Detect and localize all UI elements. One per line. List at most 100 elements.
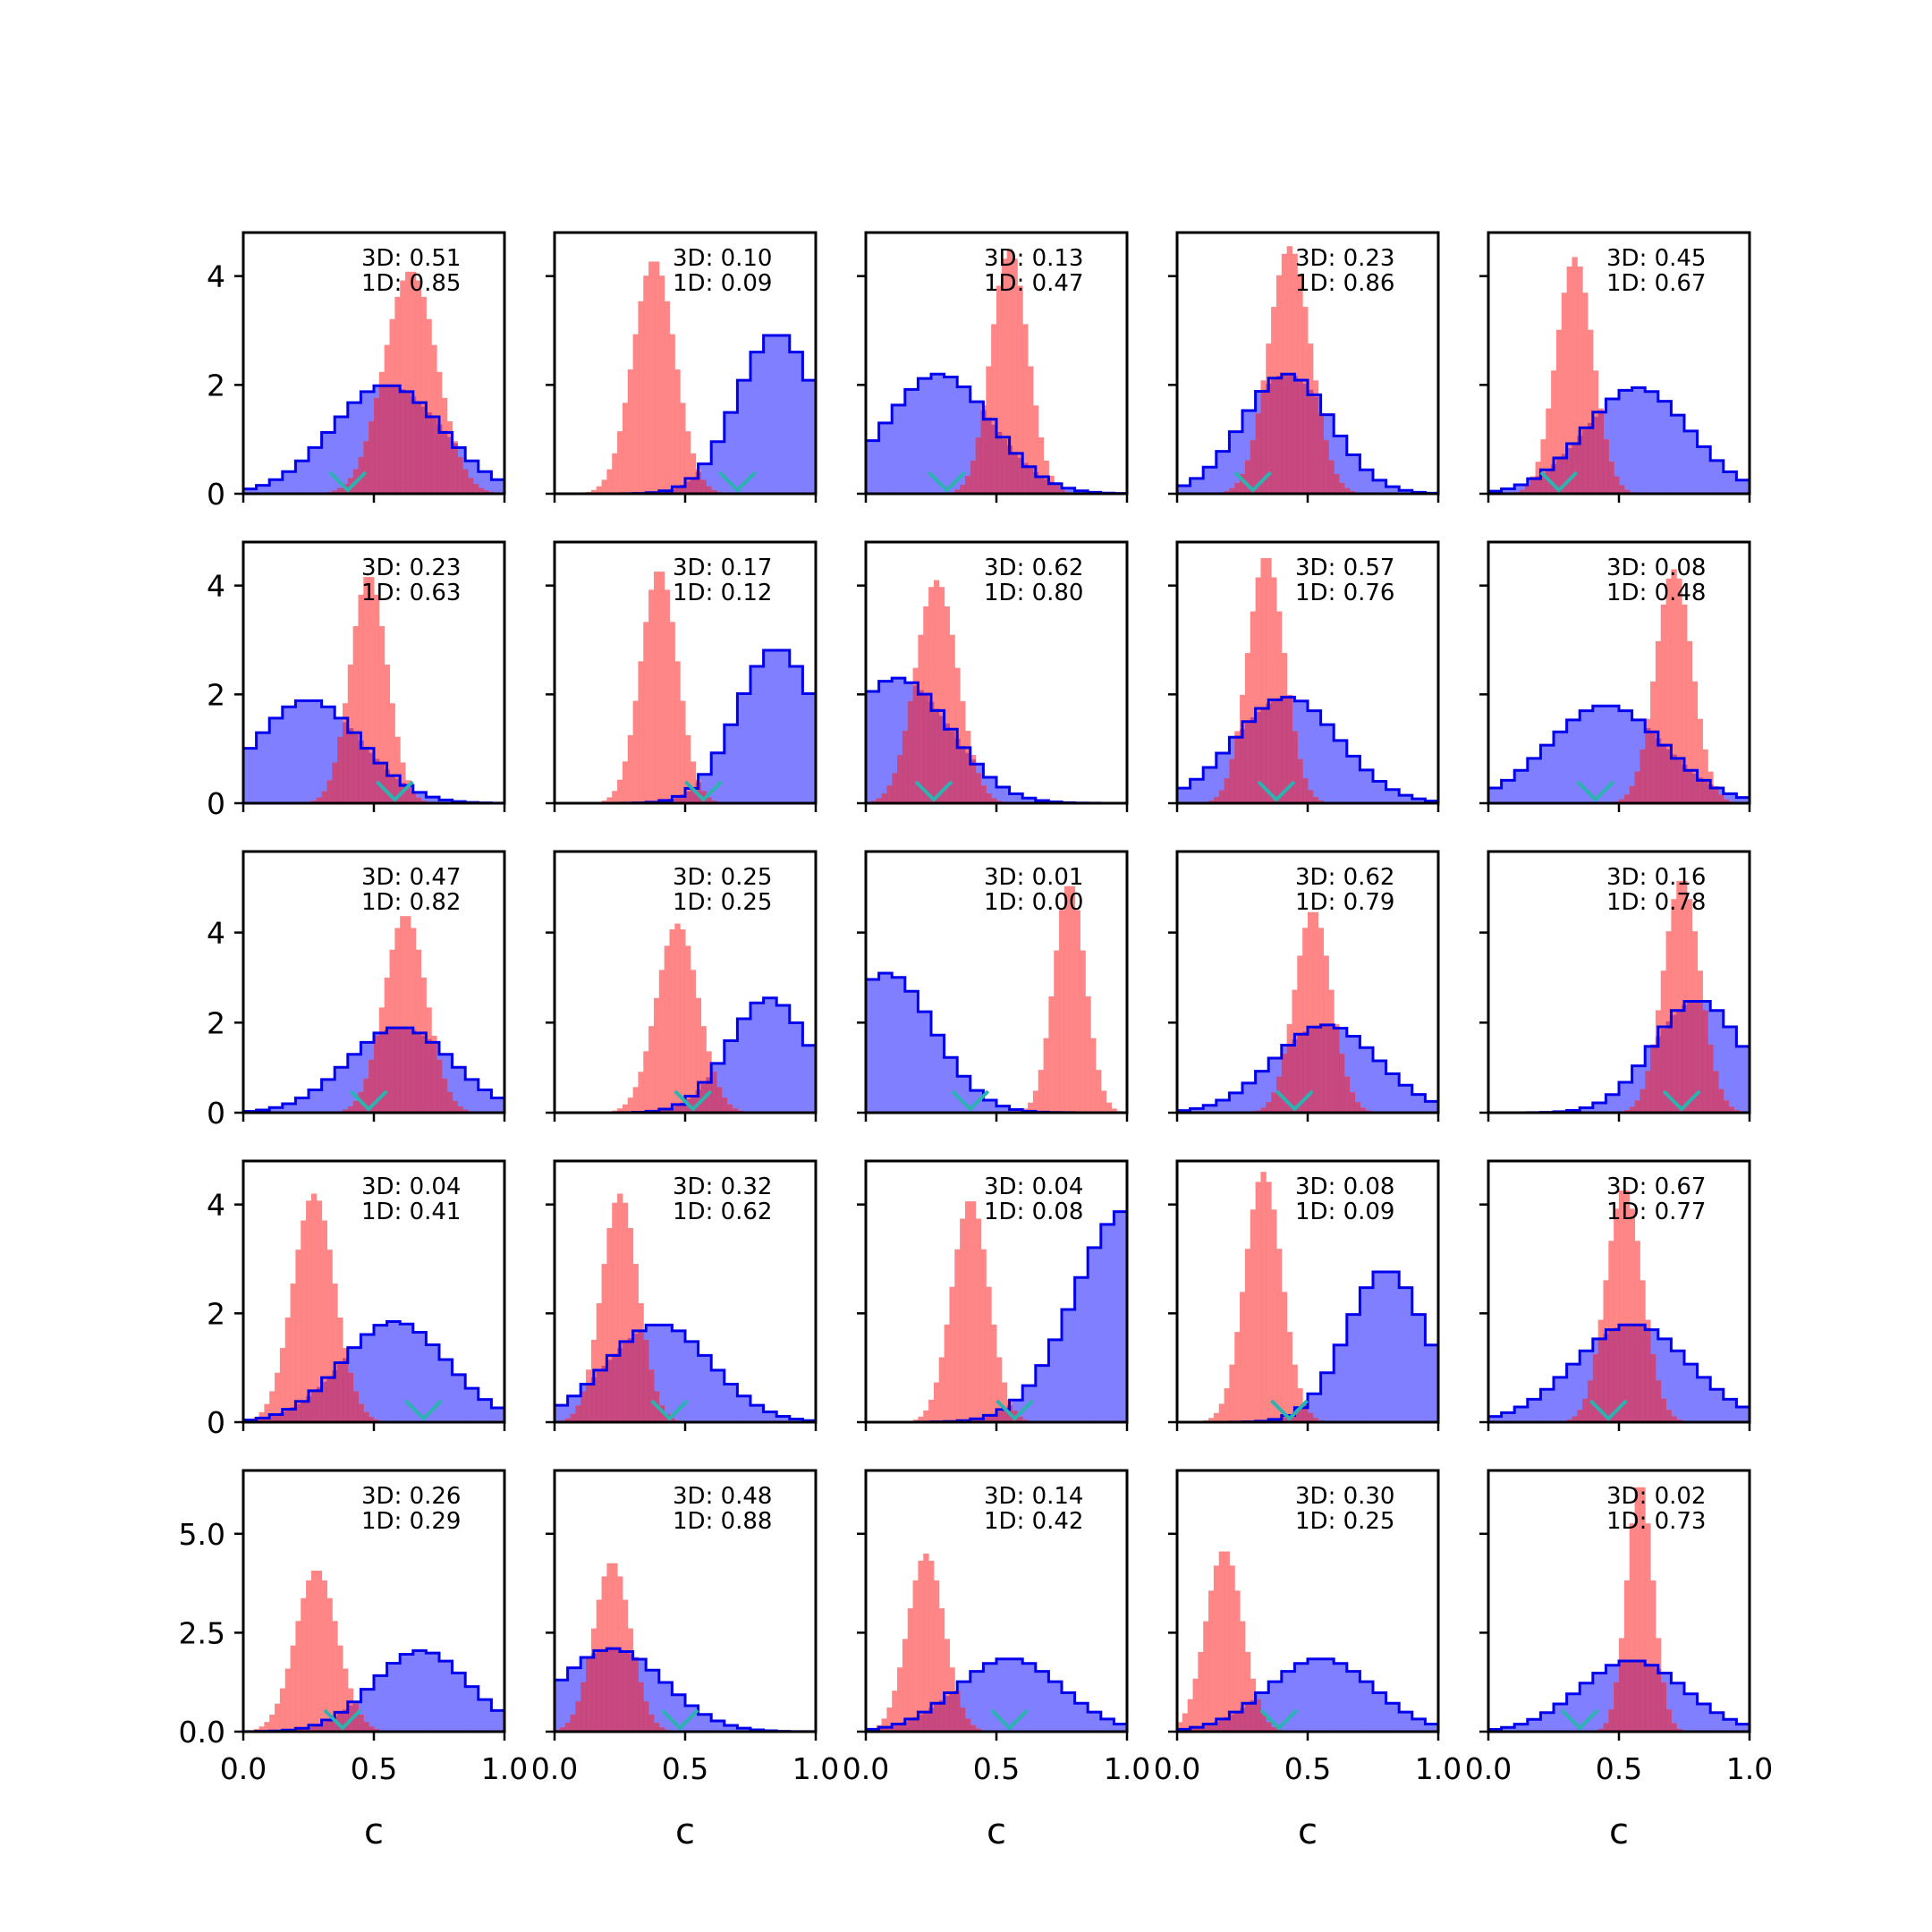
overlap-hist-bar	[1323, 1024, 1329, 1113]
overlap-hist-bar	[279, 1411, 286, 1422]
overlap-hist-bar	[612, 1648, 618, 1732]
blue-hist-bar	[878, 422, 893, 494]
overlap-hist-bar	[1723, 799, 1730, 803]
red-hist-bar	[306, 1580, 312, 1732]
overlap-hist-bar	[1572, 1416, 1578, 1422]
red-hist-bar	[991, 1324, 997, 1422]
overlap-hist-bar	[881, 793, 887, 803]
blue-hist-bar	[1501, 1727, 1515, 1732]
annotation-3d: 3D: 0.26	[361, 1483, 461, 1510]
overlap-hist-bar	[601, 1649, 607, 1732]
overlap-hist-bar	[918, 1714, 924, 1732]
overlap-hist-bar	[596, 1371, 603, 1422]
red-hist-bar	[1085, 996, 1091, 1113]
blue-hist-bar	[1373, 1272, 1387, 1422]
overlap-hist-bar	[991, 798, 997, 803]
red-hist-bar	[1012, 258, 1018, 494]
overlap-hist-bar	[622, 1343, 629, 1422]
blue-hist-bar	[1723, 471, 1737, 494]
overlap-hist-bar	[1619, 1326, 1625, 1422]
blue-hist-bar	[1488, 1416, 1503, 1422]
blue-hist-bar	[904, 389, 919, 494]
red-hist-bar	[1655, 640, 1662, 803]
red-hist-bar	[269, 1391, 275, 1422]
annotation-1d: 1D: 0.80	[984, 580, 1083, 606]
blue-hist-bar	[491, 479, 505, 494]
blue-hist-bar	[1736, 479, 1750, 494]
red-hist-bar	[1028, 366, 1034, 494]
blue-hist-bar	[1606, 706, 1620, 803]
blue-hist-bar	[1710, 1712, 1724, 1732]
blue-hist-bar	[944, 1057, 958, 1113]
blue-hist-outline	[1175, 372, 1440, 495]
overlap-hist-bar	[431, 418, 437, 494]
overlap-hist-bar	[316, 1724, 323, 1732]
overlap-hist-bar	[674, 1105, 681, 1113]
overlap-hist-bar	[580, 1391, 587, 1422]
annotation-3d: 3D: 0.02	[1606, 1483, 1706, 1510]
overlap-hist-bar	[1001, 1409, 1008, 1422]
x-axis-label: c	[1298, 1811, 1318, 1852]
y-tick-label: 4	[207, 916, 225, 951]
overlap-hist-bar	[1645, 1071, 1651, 1113]
red-hist-bar	[1318, 928, 1325, 1113]
x-axis-label: c	[1609, 1811, 1629, 1852]
overlap-hist-bar	[1218, 790, 1225, 803]
blue-hist-bar	[1736, 1046, 1750, 1113]
red-hist-bar	[918, 1560, 924, 1732]
overlap-hist-bar	[606, 1360, 613, 1422]
red-hist-bar	[1213, 1565, 1220, 1732]
annotation-1d: 1D: 0.48	[1606, 580, 1706, 606]
red-hist-bar	[1691, 681, 1699, 803]
overlap-hist-bar	[1671, 1723, 1677, 1732]
red-hist-bar	[1286, 1332, 1292, 1422]
overlap-hist-bar	[949, 731, 955, 803]
overlap-hist-bar	[1349, 1092, 1356, 1113]
blue-hist-bar	[1411, 1314, 1426, 1422]
y-tick-label: 4	[207, 259, 225, 294]
red-hist-bar	[1281, 1292, 1288, 1422]
overlap-hist-bar	[363, 1722, 369, 1732]
red-hist-bar	[1229, 1565, 1235, 1732]
red-hist-bar	[1645, 1523, 1651, 1732]
overlap-hist-bar	[1275, 376, 1283, 494]
red-hist-bar	[627, 1227, 634, 1422]
blue-hist-bar	[282, 1103, 296, 1113]
x-tick-label: 0.5	[1284, 1751, 1331, 1786]
y-tick-label: 0	[207, 786, 225, 821]
blue-hist-bar	[878, 681, 893, 803]
y-tick-label: 4	[207, 569, 225, 604]
overlap-hist-bar	[680, 484, 686, 494]
blue-hist-bar	[439, 800, 453, 803]
y-tick-label: 0	[207, 477, 225, 512]
overlap-hist-bar	[964, 475, 971, 494]
blue-hist-bar	[1671, 1682, 1685, 1732]
red-hist-bar	[632, 700, 639, 803]
red-hist-bar	[1582, 292, 1589, 494]
red-hist-bar	[369, 577, 375, 803]
overlap-hist-bar	[1551, 464, 1557, 494]
annotation-1d: 1D: 0.76	[1295, 580, 1394, 606]
annotation-1d: 1D: 0.09	[1295, 1199, 1394, 1225]
red-hist-bar	[1095, 1070, 1102, 1113]
overlap-hist-bar	[1012, 452, 1018, 494]
overlap-hist-bar	[1640, 1089, 1646, 1113]
blue-hist-bar	[789, 1419, 803, 1422]
red-hist-bar	[1623, 1191, 1631, 1422]
red-hist-bar	[1671, 899, 1677, 1113]
red-hist-bar	[1022, 324, 1029, 494]
overlap-hist-bar	[954, 738, 961, 803]
red-hist-bar	[1080, 950, 1086, 1113]
blue-hist-bar	[724, 1040, 738, 1113]
overlap-hist-bar	[986, 793, 992, 803]
red-hist-bar	[384, 665, 391, 803]
y-tick-label: 2	[207, 1005, 225, 1040]
red-hist-bar	[1111, 1108, 1117, 1113]
red-hist-bar	[1234, 1590, 1241, 1732]
overlap-hist-bar	[986, 1415, 992, 1422]
x-tick-label: 0.0	[843, 1751, 889, 1786]
overlap-hist-bar	[394, 386, 401, 494]
blue-hist-bar	[1399, 795, 1413, 803]
